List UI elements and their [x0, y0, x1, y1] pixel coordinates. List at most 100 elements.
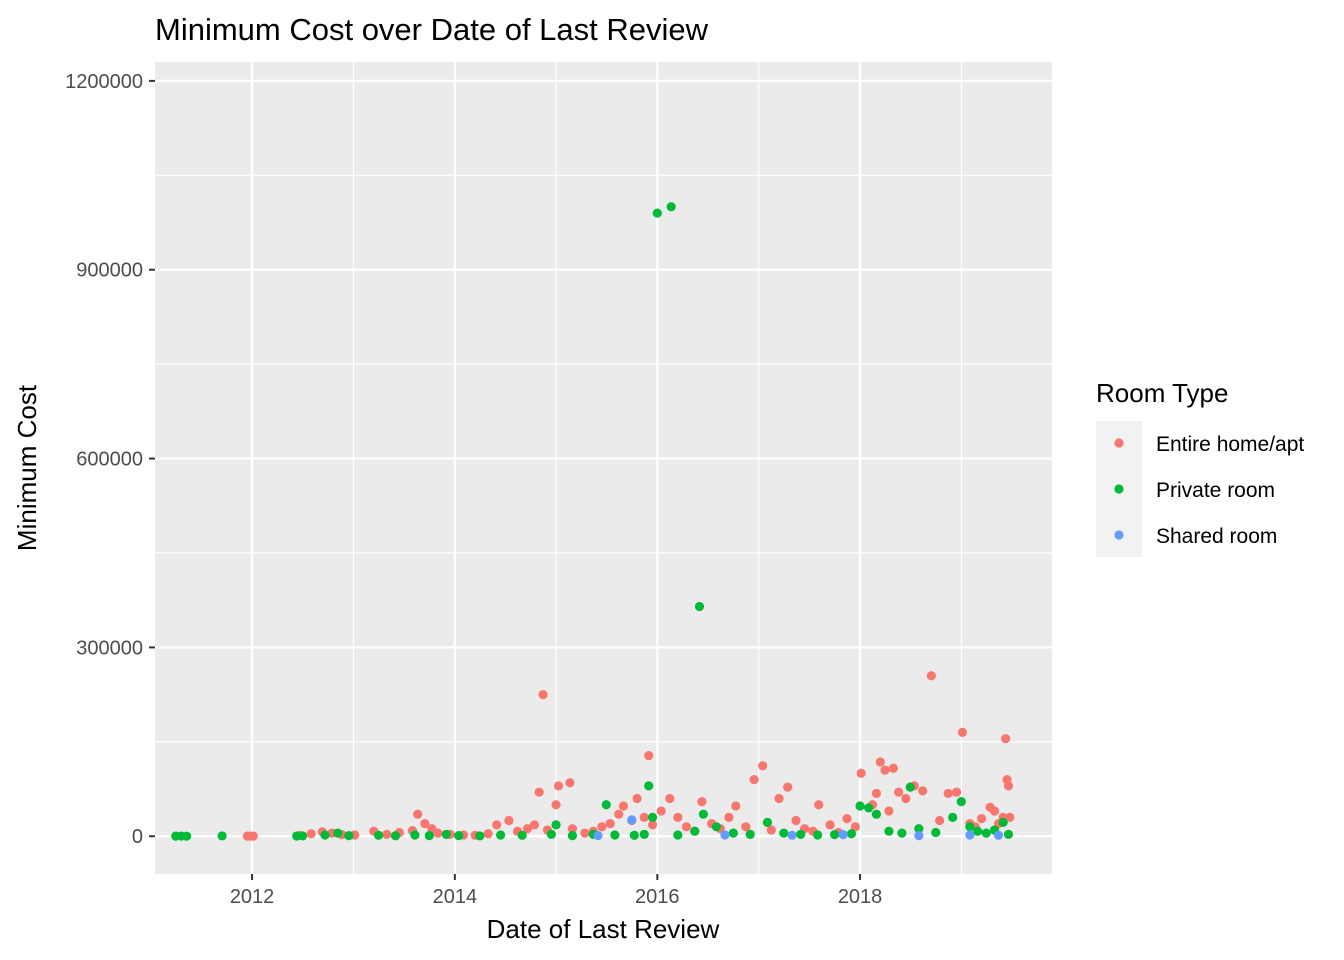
- point-private-room: [884, 826, 894, 836]
- point-entire-home-apt: [618, 801, 629, 811]
- point-entire-home-apt: [673, 812, 683, 822]
- point-entire-home-apt: [935, 815, 945, 826]
- point-entire-home-apt: [614, 809, 624, 819]
- point-private-room: [551, 820, 561, 830]
- point-entire-home-apt: [420, 819, 430, 829]
- point-entire-home-apt: [551, 800, 561, 810]
- point-private-room: [796, 829, 806, 839]
- point-entire-home-apt: [783, 782, 793, 792]
- legend-label-shared-room: Shared room: [1156, 525, 1277, 548]
- point-entire-home-apt: [665, 793, 675, 804]
- point-entire-home-apt: [918, 786, 928, 796]
- point-private-room: [698, 809, 708, 819]
- grid-minor: [155, 62, 1052, 874]
- point-private-room: [864, 803, 874, 813]
- point-private-room: [745, 829, 755, 839]
- point-private-room: [948, 812, 958, 822]
- point-private-room: [390, 831, 401, 841]
- point-entire-home-apt: [943, 788, 953, 799]
- point-private-room: [297, 831, 308, 841]
- point-entire-home-apt: [529, 820, 540, 830]
- point-private-room: [897, 828, 907, 838]
- point-entire-home-apt: [842, 814, 852, 824]
- point-private-room: [644, 781, 654, 791]
- point-private-room: [973, 826, 983, 836]
- point-entire-home-apt: [483, 829, 493, 839]
- point-entire-home-apt: [1005, 812, 1015, 822]
- legend-title: Room Type: [1096, 378, 1228, 408]
- point-private-room: [517, 830, 527, 840]
- point-entire-home-apt: [880, 765, 890, 775]
- legend-key-shared-room: [1114, 530, 1124, 540]
- point-entire-home-apt: [538, 690, 548, 700]
- y-tick-label: 1200000: [65, 71, 143, 93]
- point-shared-room: [965, 830, 975, 840]
- point-entire-home-apt: [774, 793, 784, 804]
- point-private-room: [320, 830, 330, 840]
- point-entire-home-apt: [553, 781, 564, 791]
- point-entire-home-apt: [597, 822, 607, 832]
- point-entire-home-apt: [856, 768, 866, 778]
- point-entire-home-apt: [724, 812, 734, 822]
- point-entire-home-apt: [605, 819, 615, 829]
- point-entire-home-apt: [504, 815, 514, 826]
- y-tick-label: 300000: [76, 637, 143, 659]
- point-private-room: [981, 828, 991, 838]
- point-shared-room: [720, 830, 730, 840]
- point-private-room: [846, 829, 857, 839]
- point-private-room: [495, 830, 506, 840]
- point-private-room: [639, 829, 649, 839]
- point-private-room: [217, 831, 227, 841]
- point-private-room: [829, 830, 840, 840]
- y-tick-label: 0: [132, 826, 143, 848]
- x-tick-label: 2014: [433, 886, 478, 908]
- x-tick-label: 2016: [635, 886, 680, 908]
- point-entire-home-apt: [1001, 734, 1011, 744]
- legend-label-private-room: Private room: [1156, 479, 1275, 502]
- point-entire-home-apt: [825, 820, 835, 830]
- point-entire-home-apt: [565, 778, 575, 788]
- point-private-room: [344, 831, 354, 841]
- legend: Room Type Entire home/apt Private room Sha…: [1096, 378, 1304, 557]
- point-entire-home-apt: [888, 763, 898, 773]
- point-entire-home-apt: [413, 809, 423, 819]
- point-entire-home-apt: [639, 812, 649, 822]
- point-shared-room: [627, 815, 637, 825]
- y-tick-label: 900000: [76, 260, 143, 282]
- y-tick-label: 600000: [76, 449, 143, 471]
- point-private-room: [711, 822, 721, 832]
- point-shared-room: [914, 831, 924, 841]
- point-private-room: [652, 208, 662, 218]
- point-private-room: [871, 809, 882, 819]
- point-private-room: [424, 831, 434, 841]
- grid-major: [155, 62, 1052, 874]
- point-private-room: [965, 822, 975, 832]
- point-private-room: [694, 601, 705, 612]
- point-entire-home-apt: [567, 824, 578, 834]
- point-entire-home-apt: [850, 822, 860, 832]
- y-axis-title: Minimum Cost: [12, 384, 42, 551]
- point-entire-home-apt: [989, 806, 1000, 816]
- x-tick-label: 2012: [230, 886, 275, 908]
- point-entire-home-apt: [791, 815, 801, 826]
- point-private-room: [454, 831, 464, 841]
- x-axis-title: Date of Last Review: [487, 914, 720, 944]
- point-private-room: [546, 829, 556, 839]
- point-entire-home-apt: [647, 820, 658, 830]
- x-axis: 2012 2014 2016 2018: [230, 874, 882, 908]
- point-private-room: [728, 828, 738, 838]
- point-entire-home-apt: [749, 774, 759, 785]
- legend-key-private-room: [1114, 484, 1124, 494]
- point-private-room: [931, 827, 941, 838]
- point-private-room: [567, 831, 578, 841]
- point-entire-home-apt: [951, 787, 962, 797]
- point-entire-home-apt: [632, 793, 642, 804]
- point-private-room: [441, 829, 451, 839]
- point-private-room: [855, 801, 865, 811]
- point-private-room: [629, 830, 639, 840]
- point-entire-home-apt: [382, 829, 392, 839]
- point-private-room: [475, 831, 485, 841]
- legend-label-entire-home-apt: Entire home/apt: [1156, 433, 1304, 456]
- point-entire-home-apt: [741, 822, 751, 832]
- point-shared-room: [787, 830, 797, 840]
